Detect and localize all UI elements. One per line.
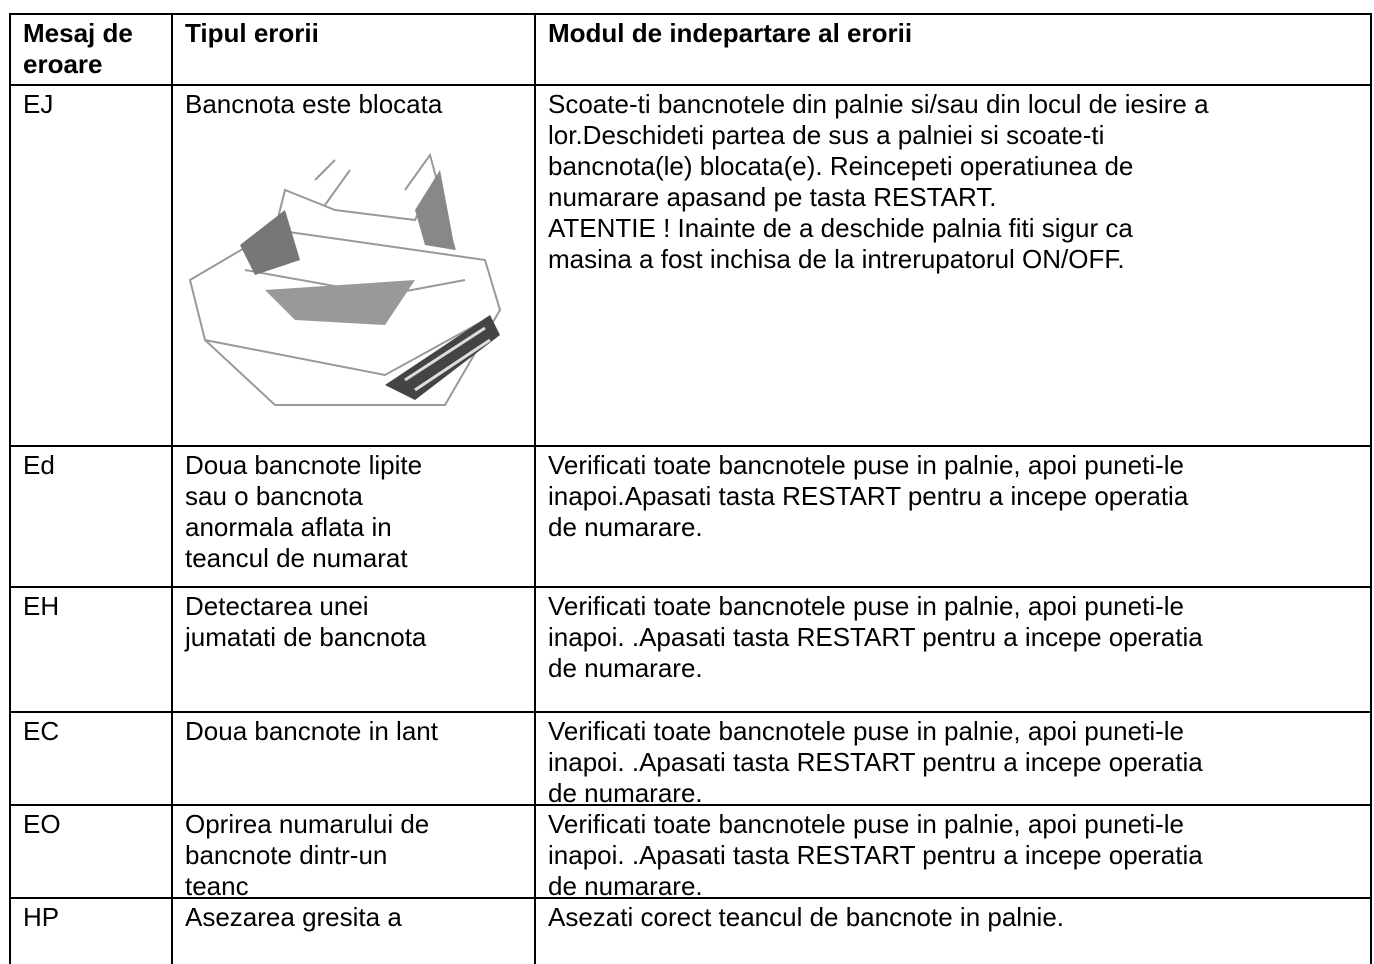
text-line: numarare apasand pe tasta RESTART. bbox=[548, 182, 997, 212]
table-cell: Detectarea unei jumatati de bancnota bbox=[171, 586, 536, 713]
text-line: EC bbox=[23, 716, 60, 746]
table-cell: Asezati corect teancul de bancnote in pa… bbox=[534, 897, 1372, 964]
text-line: Verificati toate bancnotele puse in paln… bbox=[548, 591, 1184, 621]
table-cell: Verificati toate bancnotele puse in paln… bbox=[534, 711, 1372, 806]
text-line: de numarare. bbox=[548, 512, 703, 542]
text-line: Oprirea numarului de bbox=[185, 809, 430, 839]
table-cell: Ed bbox=[9, 445, 173, 588]
text-line: Bancnota este blocata bbox=[185, 89, 443, 119]
text-line: de numarare. bbox=[548, 653, 703, 683]
table-cell: EO bbox=[9, 804, 173, 899]
text-line: Ed bbox=[23, 450, 55, 480]
table-cell: EH bbox=[9, 586, 173, 713]
text-line: Scoate-ti bancnotele din palnie si/sau d… bbox=[548, 89, 1209, 119]
text-line: Asezarea gresita a bbox=[185, 902, 402, 932]
text-line: masina a fost inchisa de la intrerupator… bbox=[548, 244, 1125, 274]
text-line: inapoi. .Apasati tasta RESTART pentru a … bbox=[548, 840, 1203, 870]
header-cell: Mesaj de eroare bbox=[9, 13, 173, 86]
text-line: Doua bancnote in lant bbox=[185, 716, 438, 746]
text-line: HP bbox=[23, 902, 60, 932]
text-line: anormala aflata in bbox=[185, 512, 392, 542]
text-line: bancnota(le) blocata(e). Reincepeti oper… bbox=[548, 151, 1134, 181]
table-cell: Asezarea gresita a bbox=[171, 897, 536, 964]
text-line: EJ bbox=[23, 89, 54, 119]
text-line: lor.Deschideti partea de sus a palniei s… bbox=[548, 120, 1105, 150]
table-cell: Verificati toate bancnotele puse in paln… bbox=[534, 804, 1372, 899]
table-cell: Verificati toate bancnotele puse in paln… bbox=[534, 586, 1372, 713]
text-line: Mesaj de bbox=[23, 18, 133, 48]
text-line: inapoi. .Apasati tasta RESTART pentru a … bbox=[548, 622, 1203, 652]
text-line: Verificati toate bancnotele puse in paln… bbox=[548, 450, 1184, 480]
text-line: inapoi. .Apasati tasta RESTART pentru a … bbox=[548, 747, 1203, 777]
text-line: bancnote dintr-un bbox=[185, 840, 388, 870]
table-cell: Doua bancnote in lant bbox=[171, 711, 536, 806]
table-cell: Doua bancnote lipite sau o bancnota anorma… bbox=[171, 445, 536, 588]
text-line: Verificati toate bancnotele puse in paln… bbox=[548, 716, 1184, 746]
text-line: Doua bancnote lipite bbox=[185, 450, 423, 480]
text-line: teanc bbox=[185, 871, 249, 899]
table-cell: Scoate-ti bancnotele din palnie si/sau d… bbox=[534, 84, 1372, 447]
text-line: jumatati de bancnota bbox=[185, 622, 427, 652]
text-line: de numarare. bbox=[548, 778, 703, 806]
table-cell: EJ bbox=[9, 84, 173, 447]
table-cell: HP bbox=[9, 897, 173, 964]
text-line: inapoi.Apasati tasta RESTART pentru a in… bbox=[548, 481, 1189, 511]
header-cell: Modul de indepartare al erorii bbox=[534, 13, 1372, 86]
text-line: eroare bbox=[23, 49, 103, 79]
table-cell: Verificati toate bancnotele puse in paln… bbox=[534, 445, 1372, 588]
text-line: Detectarea unei bbox=[185, 591, 369, 621]
text-line: EO bbox=[23, 809, 61, 839]
table-cell: EC bbox=[9, 711, 173, 806]
text-line: sau o bancnota bbox=[185, 481, 363, 511]
text-line: Verificati toate bancnotele puse in paln… bbox=[548, 809, 1184, 839]
text-line: EH bbox=[23, 591, 60, 621]
header-cell: Tipul erorii bbox=[171, 13, 536, 86]
text-line: Modul de indepartare al erorii bbox=[548, 18, 913, 48]
text-line: Tipul erorii bbox=[185, 18, 319, 48]
table-cell: Oprirea numarului de bancnote dintr-un tea… bbox=[171, 804, 536, 899]
text-line: de numarare. bbox=[548, 871, 703, 899]
machine-illustration bbox=[188, 152, 502, 406]
text-line: Asezati corect teancul de bancnote in pa… bbox=[548, 902, 1065, 932]
text-line: teancul de numarat bbox=[185, 543, 408, 573]
text-line: ATENTIE ! Inainte de a deschide palnia f… bbox=[548, 213, 1133, 243]
